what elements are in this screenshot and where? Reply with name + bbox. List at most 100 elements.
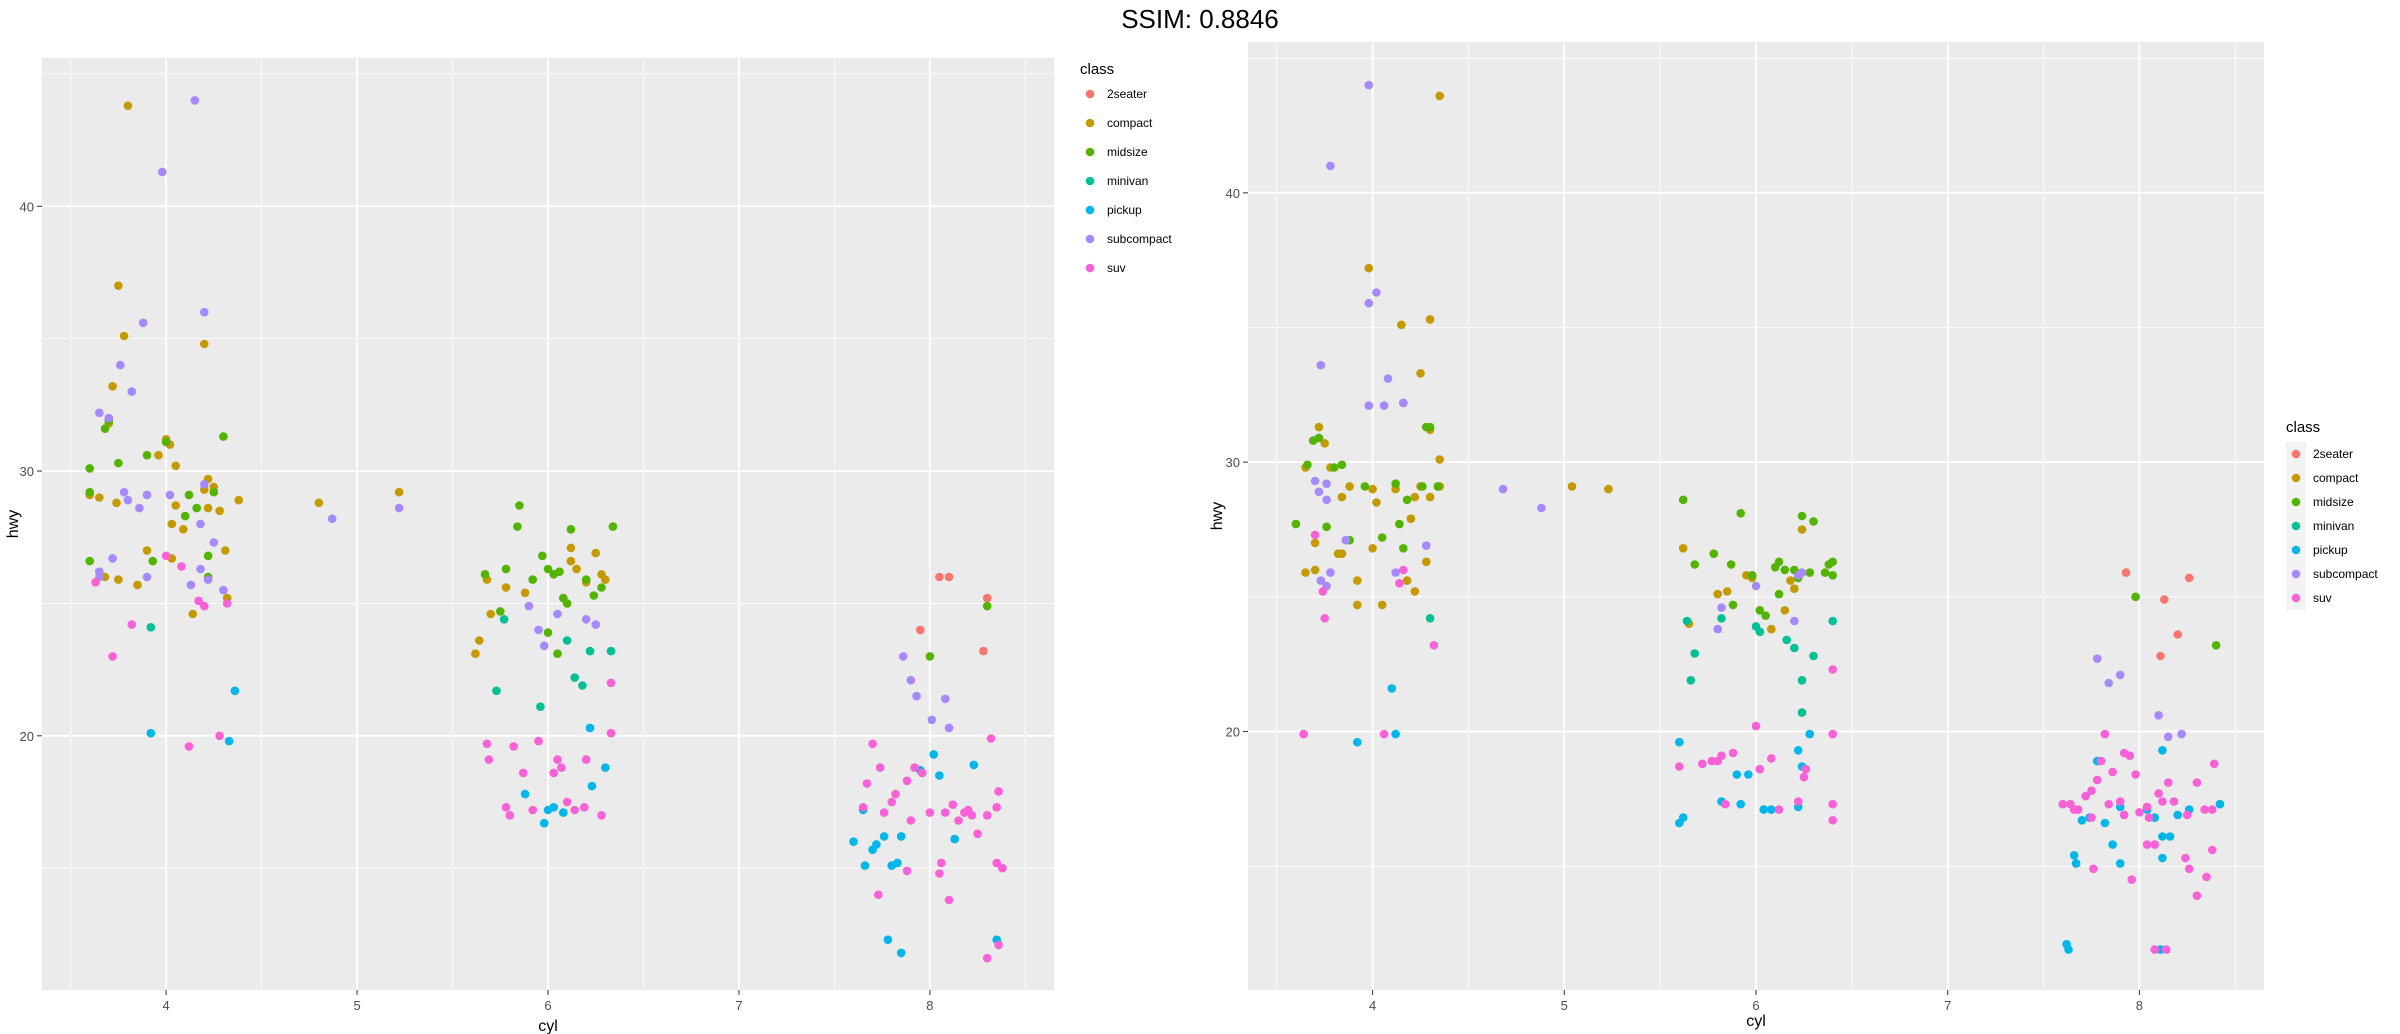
- data-point-minivan: [1751, 622, 1761, 631]
- data-point-pickup: [230, 686, 240, 696]
- data-point-minivan: [570, 673, 579, 682]
- x-tick-label: 8: [2136, 998, 2143, 1013]
- data-point-pickup: [969, 760, 979, 770]
- legend-label-minivan: minivan: [2313, 519, 2354, 533]
- data-point-suv: [940, 808, 950, 817]
- data-point-subcompact: [1372, 288, 1381, 297]
- data-point-suv: [944, 895, 954, 905]
- data-point-midsize: [515, 501, 524, 510]
- data-point-midsize: [85, 556, 94, 566]
- data-point-suv: [177, 562, 186, 571]
- data-point-pickup: [2173, 810, 2182, 820]
- data-point-suv: [910, 763, 919, 772]
- data-point-compact: [1767, 624, 1776, 634]
- data-point-suv: [2169, 797, 2179, 806]
- data-point-midsize: [1736, 509, 1745, 518]
- legend: class 2seater compact midsize minivan pickup s…: [2286, 419, 2378, 610]
- data-point-subcompact: [1797, 568, 1807, 577]
- data-point-subcompact: [1326, 161, 1335, 171]
- data-point-subcompact: [912, 691, 921, 701]
- data-point-2seater: [944, 572, 954, 582]
- data-point-suv: [509, 742, 518, 751]
- data-point-pickup: [2158, 746, 2167, 755]
- data-point-midsize: [513, 522, 522, 531]
- data-point-compact: [1320, 439, 1329, 448]
- data-point-subcompact: [581, 615, 591, 624]
- data-point-subcompact: [1322, 479, 1331, 489]
- data-point-midsize: [1755, 606, 1765, 615]
- data-point-suv: [534, 736, 543, 746]
- data-point-compact: [1368, 484, 1377, 494]
- data-point-subcompact: [142, 490, 152, 500]
- legend-key-2seater: [1085, 89, 1095, 99]
- data-point-2seater: [935, 572, 944, 582]
- data-point-midsize: [925, 652, 935, 661]
- data-point-compact: [1678, 544, 1688, 553]
- data-point-compact: [1310, 538, 1320, 548]
- data-point-suv: [91, 578, 100, 587]
- data-point-midsize: [589, 591, 599, 600]
- data-point-suv: [2115, 797, 2125, 806]
- x-axis-title: cyl: [538, 1018, 558, 1034]
- data-point-subcompact: [2163, 732, 2173, 742]
- data-point-subcompact: [1790, 616, 1799, 626]
- data-point-midsize: [1728, 600, 1738, 610]
- data-point-suv: [917, 768, 927, 778]
- data-point-suv: [998, 863, 1007, 873]
- data-point-subcompact: [108, 554, 117, 563]
- data-point-suv: [2087, 786, 2096, 795]
- data-point-suv: [597, 811, 606, 820]
- data-point-midsize: [1395, 519, 1404, 529]
- data-point-midsize: [543, 564, 553, 574]
- data-point-subcompact: [219, 585, 228, 595]
- data-point-suv: [1310, 530, 1320, 540]
- data-point-pickup: [883, 935, 893, 944]
- data-point-suv: [1698, 759, 1707, 769]
- data-point-compact: [142, 546, 152, 555]
- data-point-compact: [314, 498, 324, 508]
- data-point-suv: [935, 869, 944, 878]
- data-point-suv: [2104, 799, 2113, 809]
- data-point-pickup: [2115, 859, 2125, 868]
- data-point-subcompact: [1717, 603, 1726, 612]
- data-point-suv: [1767, 754, 1776, 763]
- data-point-suv: [108, 652, 117, 661]
- data-point-suv: [891, 789, 900, 799]
- data-point-compact: [112, 498, 121, 508]
- data-point-suv: [1793, 797, 1803, 806]
- data-point-compact: [123, 101, 133, 110]
- data-point-compact: [486, 609, 496, 619]
- data-point-compact: [133, 580, 142, 590]
- data-point-subcompact: [1341, 535, 1351, 545]
- data-point-compact: [179, 525, 188, 534]
- data-point-suv: [1828, 729, 1837, 739]
- data-point-compact: [1416, 369, 1425, 378]
- data-point-suv: [2096, 756, 2106, 766]
- data-point-pickup: [2071, 859, 2081, 868]
- data-point-suv: [2058, 799, 2067, 809]
- data-point-subcompact: [1399, 398, 1408, 408]
- data-point-suv: [1801, 764, 1811, 774]
- legend-label-suv: suv: [1107, 261, 1126, 275]
- data-point-subcompact: [1314, 487, 1324, 497]
- data-point-suv: [2209, 759, 2219, 769]
- data-point-subcompact: [553, 609, 562, 619]
- data-point-pickup: [601, 763, 610, 772]
- data-point-midsize: [1761, 611, 1770, 620]
- data-point-subcompact: [209, 538, 219, 547]
- legend-key-2seater: [2291, 449, 2301, 459]
- data-point-suv: [994, 787, 1003, 796]
- data-point-compact: [1786, 576, 1795, 585]
- data-point-pickup: [950, 834, 959, 844]
- y-tick-label: 20: [1226, 724, 1240, 739]
- data-point-subcompact: [142, 572, 152, 582]
- legend-title: class: [2286, 419, 2320, 436]
- data-point-pickup: [2215, 799, 2225, 809]
- data-point-pickup: [585, 723, 595, 733]
- data-point-suv: [184, 742, 194, 751]
- legend-label-pickup: pickup: [2313, 543, 2348, 557]
- data-point-pickup: [2165, 832, 2175, 841]
- data-point-suv: [1429, 641, 1439, 650]
- data-point-subcompact: [116, 360, 125, 370]
- data-point-minivan: [562, 636, 572, 645]
